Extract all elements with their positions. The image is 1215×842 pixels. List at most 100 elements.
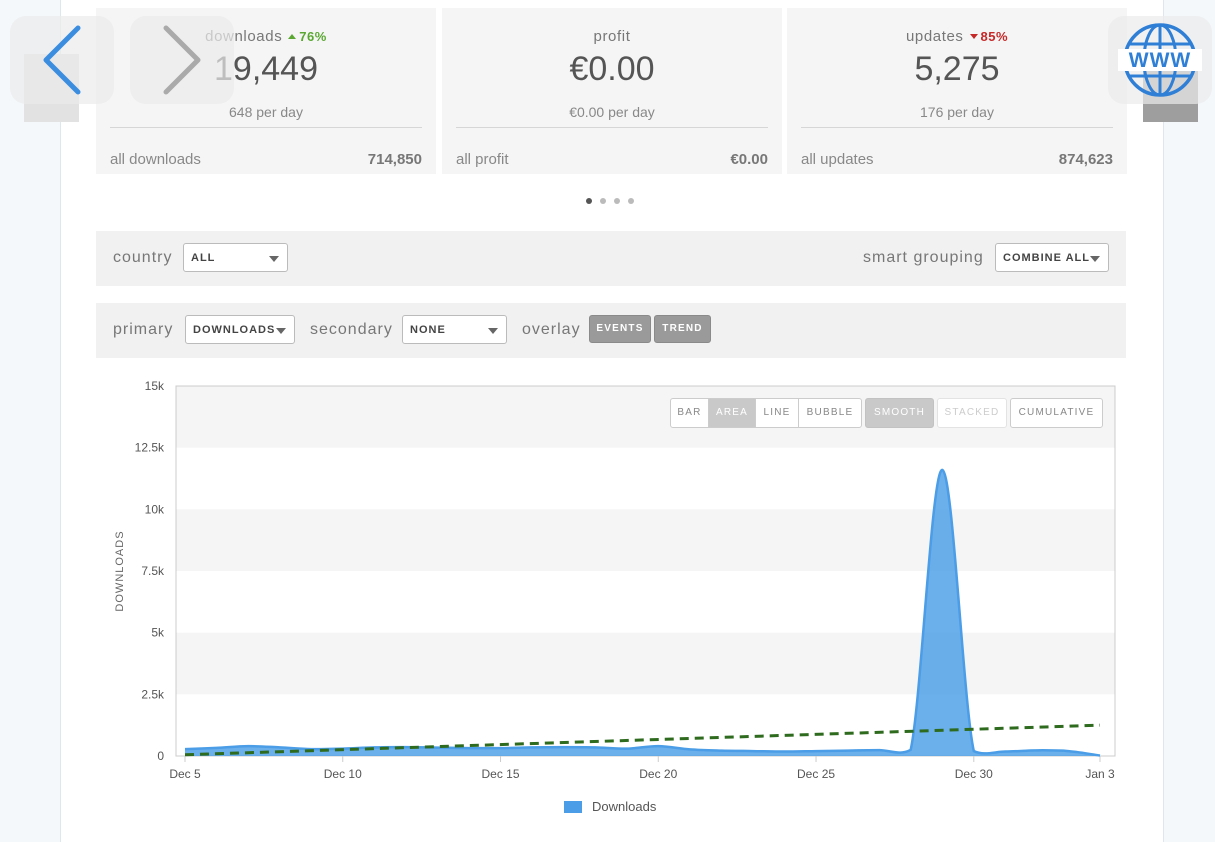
stat-value: €0.00 <box>569 50 655 88</box>
stat-rate: €0.00 per day <box>569 104 655 120</box>
secondary-select[interactable]: NONE <box>402 315 507 344</box>
y-axis-label: DOWNLOADS <box>114 530 126 611</box>
chevron-down-icon <box>488 328 498 334</box>
smooth-toggle[interactable]: SMOOTH <box>865 398 934 428</box>
stat-total-value: 714,850 <box>367 151 422 168</box>
delta-badge: 76% <box>288 29 327 44</box>
stat-total-value: €0.00 <box>730 151 768 168</box>
data-point <box>594 746 596 748</box>
divider <box>456 127 768 128</box>
x-tick-label: Dec 30 <box>955 767 993 781</box>
back-button[interactable] <box>10 16 114 104</box>
chart-type-switcher: BAR AREA LINE BUBBLE <box>670 398 862 428</box>
triangle-down-icon <box>969 34 978 39</box>
trend-line <box>184 723 1101 757</box>
data-point <box>1036 749 1038 751</box>
data-point <box>626 747 628 749</box>
country-select[interactable]: ALL <box>183 243 288 272</box>
x-tick-label: Dec 15 <box>482 767 520 781</box>
legend-label: Downloads <box>592 799 657 814</box>
chart-type-area-button[interactable]: AREA <box>709 399 756 427</box>
chevron-down-icon <box>1090 256 1100 262</box>
data-point <box>878 749 880 751</box>
y-tick-label: 5k <box>151 626 165 640</box>
triangle-up-icon <box>288 34 297 39</box>
forward-button[interactable] <box>130 16 234 104</box>
x-tick-label: Dec 20 <box>639 767 677 781</box>
country-label: country <box>113 249 173 266</box>
data-point <box>689 748 691 750</box>
events-toggle[interactable]: EVENTS <box>589 315 651 343</box>
grid-band <box>176 509 1115 571</box>
x-tick-label: Dec 25 <box>797 767 835 781</box>
chart-type-bar-button[interactable]: BAR <box>671 399 709 427</box>
y-tick-label: 0 <box>157 749 164 763</box>
data-point <box>909 749 911 751</box>
data-point <box>215 747 217 749</box>
legend-swatch <box>564 800 582 813</box>
pager-dot[interactable] <box>600 198 606 204</box>
data-point <box>752 750 754 752</box>
data-point <box>815 750 817 752</box>
data-point <box>720 749 722 751</box>
delta-badge: 85% <box>969 29 1009 44</box>
stacked-toggle[interactable]: STACKED <box>937 398 1007 428</box>
cumulative-toggle[interactable]: CUMULATIVE <box>1010 398 1103 428</box>
carousel-pager[interactable] <box>586 198 634 204</box>
trend-toggle[interactable]: TREND <box>654 315 711 343</box>
metric-filter-bar: primary DOWNLOADS secondary NONE overlay… <box>96 303 1126 358</box>
y-tick-label: 12.5k <box>135 441 165 455</box>
chevron-right-icon <box>163 25 201 95</box>
data-point <box>278 746 280 748</box>
stat-total-value: 874,623 <box>1058 151 1113 168</box>
data-point <box>1099 754 1101 756</box>
chart-legend[interactable]: Downloads <box>564 799 656 814</box>
pager-dot[interactable] <box>586 198 592 204</box>
downloads-line <box>184 468 1101 757</box>
data-point <box>247 745 249 747</box>
globe-www-icon: WWW <box>1118 23 1202 97</box>
overlay-label: overlay <box>522 321 581 338</box>
chart-type-line-button[interactable]: LINE <box>756 399 799 427</box>
pager-dot[interactable] <box>628 198 634 204</box>
country-filter-bar: country ALL smart grouping COMBINE ALL <box>96 231 1126 286</box>
y-tick-label: 7.5k <box>141 564 165 578</box>
data-point <box>499 747 501 749</box>
stat-rate: 176 per day <box>920 104 994 120</box>
y-tick-label: 15k <box>145 379 165 393</box>
stat-header: updates 85% <box>787 28 1127 45</box>
delta-value: 76% <box>299 29 327 44</box>
x-tick-label: Dec 10 <box>324 767 362 781</box>
x-tick-label: Dec 5 <box>169 767 201 781</box>
secondary-select-value: NONE <box>410 324 446 336</box>
svg-text:WWW: WWW <box>1129 49 1191 72</box>
stat-card-updates[interactable]: updates 85% 5,275 176 per day all updates 874… <box>787 8 1127 174</box>
country-select-value: ALL <box>191 252 216 264</box>
grid-band <box>176 632 1115 695</box>
stat-total-label: all downloads <box>110 151 201 168</box>
data-point <box>783 750 785 752</box>
secondary-label: secondary <box>310 321 393 338</box>
stat-rate: 648 per day <box>229 104 303 120</box>
data-point <box>562 746 564 748</box>
pager-dot[interactable] <box>614 198 620 204</box>
stat-header: profit <box>442 28 782 45</box>
data-point <box>973 750 975 752</box>
web-button[interactable]: WWW <box>1108 16 1212 104</box>
smart-grouping-select[interactable]: COMBINE ALL <box>995 243 1109 272</box>
data-point <box>1067 750 1069 752</box>
data-point <box>405 746 407 748</box>
stat-label: profit <box>593 28 631 45</box>
data-point <box>468 747 470 749</box>
y-tick-label: 10k <box>145 502 165 516</box>
stat-card-profit[interactable]: profit €0.00 €0.00 per day all profit €0.00 <box>442 8 782 174</box>
chart-type-bubble-button[interactable]: BUBBLE <box>806 407 854 418</box>
stat-value: 5,275 <box>914 50 1000 88</box>
data-point <box>941 469 943 471</box>
primary-select-value: DOWNLOADS <box>193 324 276 336</box>
divider <box>110 127 422 128</box>
primary-select[interactable]: DOWNLOADS <box>185 315 295 344</box>
y-tick-label: 2.5k <box>141 687 165 701</box>
chart-canvas: 0 2.5k 5k 7.5k 10k 12.5k 15k DOWNLOADS Dec 5 Dec … <box>114 379 1116 781</box>
chevron-down-icon <box>269 256 279 262</box>
